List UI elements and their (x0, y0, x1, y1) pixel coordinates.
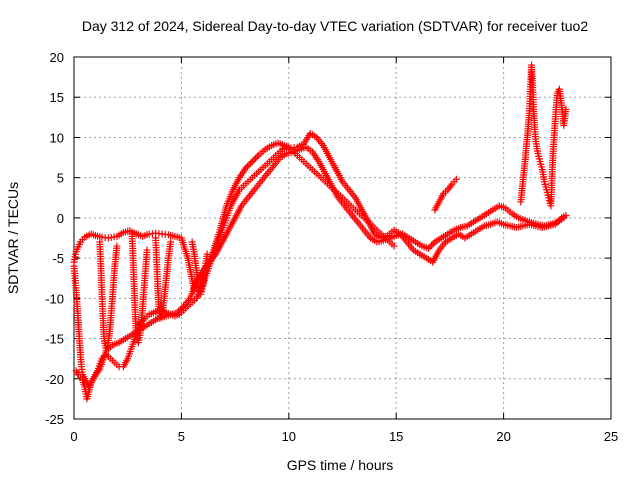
data-point-interp (243, 162, 251, 170)
chart-title: Day 312 of 2024, Sidereal Day-to-day VTE… (82, 18, 589, 34)
data-point (424, 244, 432, 252)
data-point (143, 246, 151, 254)
data-point (113, 242, 121, 250)
series-loop-1 (96, 238, 121, 355)
x-tick-label: 5 (178, 429, 185, 444)
y-tick-label: -25 (45, 412, 64, 427)
data-point-interp (250, 156, 258, 164)
data-point (167, 238, 175, 246)
x-axis-label: GPS time / hours (287, 457, 394, 473)
data-point-interp (428, 241, 436, 249)
y-tick-label: 0 (57, 211, 64, 226)
data-point (562, 105, 570, 113)
data-point-interp (253, 153, 261, 161)
y-tick-label: -5 (52, 251, 64, 266)
series-spike-21h (517, 61, 570, 210)
data-point-interp (247, 159, 255, 167)
data-point-interp (426, 243, 434, 251)
series-fragment-17h (431, 175, 460, 214)
data-point-interp (252, 154, 260, 162)
data-point (203, 250, 211, 258)
y-tick-label: -10 (45, 291, 64, 306)
axis-ticks (73, 56, 612, 420)
data-points (70, 61, 570, 403)
y-tick-label: -15 (45, 332, 64, 347)
y-tick-label: 20 (50, 50, 64, 65)
data-point (560, 214, 568, 222)
y-axis-label: SDTVAR / TECUs (5, 182, 21, 294)
y-tick-labels: -25 -20 -15 -10 -5 0 5 10 15 20 (45, 50, 64, 427)
y-tick-label: 5 (57, 171, 64, 186)
data-point (242, 164, 250, 172)
x-tick-labels: 0 5 10 15 20 25 (70, 429, 618, 444)
data-point (248, 158, 256, 166)
series-loop-4 (188, 238, 211, 298)
x-tick-label: 20 (496, 429, 510, 444)
data-point-interp (429, 240, 437, 248)
series-loop-2 (128, 230, 151, 347)
series-loop-3 (152, 234, 175, 322)
y-tick-label: 10 (50, 130, 64, 145)
data-point (390, 242, 398, 250)
y-tick-label: -20 (45, 372, 64, 387)
y-tick-label: 15 (50, 90, 64, 105)
plot-frame (73, 56, 612, 420)
data-point (452, 175, 460, 183)
x-tick-label: 15 (389, 429, 403, 444)
x-tick-label: 25 (604, 429, 618, 444)
x-tick-label: 10 (282, 429, 296, 444)
series-track-c (70, 143, 398, 391)
x-tick-label: 0 (70, 429, 77, 444)
data-point-interp (245, 161, 253, 169)
